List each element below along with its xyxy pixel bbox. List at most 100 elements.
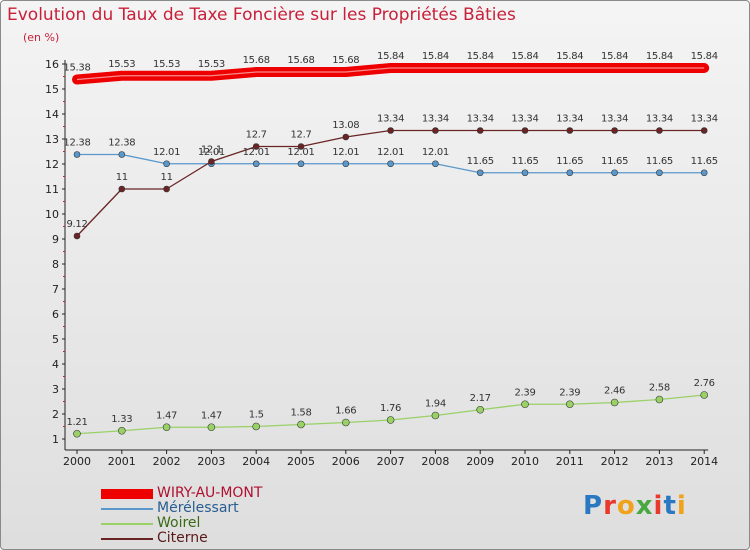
data-label: 13.34 <box>646 114 673 125</box>
series-point <box>252 160 260 168</box>
data-label: 13.34 <box>691 114 718 125</box>
data-label: 2.17 <box>470 393 491 404</box>
data-label: 15.84 <box>422 51 449 62</box>
data-label: 11.65 <box>511 156 538 167</box>
data-label: 15.53 <box>198 59 225 70</box>
legend-label: Mérélessart <box>157 500 239 516</box>
series-point <box>118 426 126 435</box>
x-tick-label: 2007 <box>377 455 405 468</box>
y-tick-label: 3 <box>52 383 59 396</box>
data-label: 12.01 <box>377 147 404 158</box>
x-tick-label: 2003 <box>197 455 225 468</box>
y-tick-label: 12 <box>45 158 59 171</box>
y-tick-label: 6 <box>52 308 59 321</box>
data-label: 12.01 <box>287 147 314 158</box>
data-label: 1.21 <box>66 417 87 428</box>
x-tick-label: 2000 <box>63 455 91 468</box>
data-label: 1.47 <box>156 410 177 421</box>
series-point <box>387 127 394 134</box>
legend-label: Citerne <box>157 530 208 546</box>
x-tick-label: 2008 <box>421 455 449 468</box>
x-tick-label: 2009 <box>466 455 494 468</box>
series-point <box>252 422 260 431</box>
data-label: 12.01 <box>422 147 449 158</box>
data-label: 13.34 <box>556 114 583 125</box>
data-label: 12.38 <box>63 138 90 149</box>
data-label: 11.65 <box>691 156 718 167</box>
data-labels: 12.38 12.38 12.01 12.01 12.01 12.01 12.01 12.01… <box>63 51 718 428</box>
x-tick-label: 2012 <box>601 455 629 468</box>
series-point <box>162 423 171 432</box>
series-point <box>297 143 305 150</box>
data-label: 11 <box>116 172 128 183</box>
series-point <box>700 127 708 134</box>
x-tick-label: 2005 <box>287 455 315 468</box>
data-label: 12.1 <box>201 145 222 156</box>
data-label: 1.94 <box>425 399 446 410</box>
x-tick-label: 2013 <box>645 455 673 468</box>
series-point <box>611 127 618 134</box>
series-point <box>476 405 485 414</box>
series-point <box>432 127 439 134</box>
data-label: 13.34 <box>422 114 449 125</box>
data-label: 9.12 <box>66 219 87 230</box>
data-label: 12.01 <box>332 147 359 158</box>
y-tick-label: 8 <box>52 258 59 271</box>
data-label: 1.66 <box>335 406 356 417</box>
series-point <box>432 160 439 168</box>
series-point <box>431 411 440 420</box>
series-point <box>656 169 663 177</box>
data-label: 15.84 <box>601 51 628 62</box>
x-tick-label: 2002 <box>153 455 181 468</box>
series-point <box>73 232 81 240</box>
series-point <box>163 160 170 168</box>
series-point <box>566 127 574 134</box>
y-tick-label: 16 <box>45 58 59 71</box>
logo-letter: t <box>663 491 677 521</box>
y-tick-label: 10 <box>45 208 59 221</box>
series-lines <box>72 63 710 438</box>
data-label: 15.84 <box>646 51 673 62</box>
data-label: 1.47 <box>201 410 222 421</box>
data-label: 2.58 <box>649 383 670 394</box>
legend-swatch <box>101 508 153 510</box>
series-point <box>521 127 529 134</box>
data-label: 2.76 <box>694 378 715 389</box>
data-label: 12.01 <box>153 147 180 158</box>
legend-swatch <box>101 538 153 540</box>
data-label: 11 <box>161 172 173 183</box>
data-label: 1.33 <box>111 414 132 425</box>
data-label: 12.7 <box>290 130 311 141</box>
y-tick-label: 14 <box>45 108 59 121</box>
data-label: 11.65 <box>556 156 583 167</box>
data-label: 15.68 <box>243 55 270 66</box>
series-point <box>118 185 126 193</box>
series-point <box>341 418 350 427</box>
series-point <box>521 400 529 409</box>
x-tick-label: 2001 <box>108 455 136 468</box>
series-point <box>476 169 484 177</box>
data-label: 2.39 <box>559 387 580 398</box>
data-label: 15.84 <box>467 51 494 62</box>
data-label: 2.46 <box>604 386 625 397</box>
data-label: 1.76 <box>380 403 401 414</box>
chart-title: Evolution du Taux de Taxe Foncière sur l… <box>7 5 516 25</box>
data-label: 15.38 <box>63 63 90 74</box>
y-tick-label: 13 <box>45 133 59 146</box>
series-point <box>656 127 663 134</box>
series-point <box>521 169 529 177</box>
data-label: 2.39 <box>514 387 535 398</box>
data-label: 1.58 <box>290 408 311 419</box>
proxiti-logo: Proxiti <box>583 491 687 521</box>
data-label: 15.84 <box>691 51 718 62</box>
series-point <box>566 169 574 177</box>
data-label: 12.01 <box>198 147 225 158</box>
data-label: 13.34 <box>377 114 404 125</box>
series-point <box>387 160 394 168</box>
series-point <box>655 395 664 404</box>
data-label: 12.7 <box>246 130 267 141</box>
data-label: 13.34 <box>511 114 538 125</box>
